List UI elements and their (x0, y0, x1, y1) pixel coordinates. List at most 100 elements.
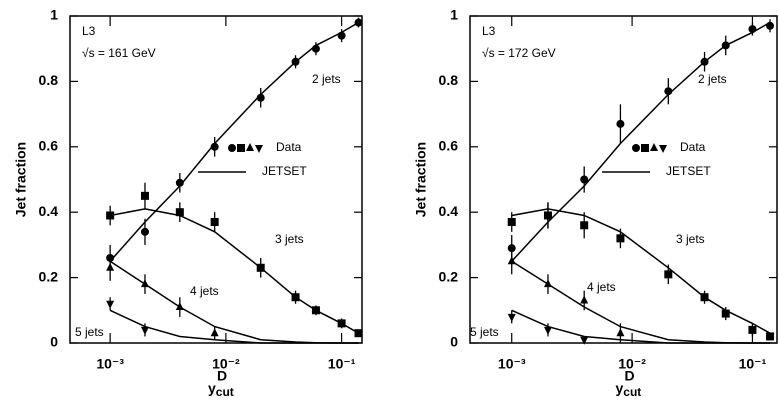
data-point (210, 328, 219, 337)
data-point (106, 211, 115, 220)
y-axis-label: Jet fraction (13, 142, 29, 217)
model-curve (109, 260, 359, 344)
series-label: 5 jets (470, 325, 499, 339)
legend-label: JETSET (666, 164, 711, 178)
annotation: L3 (482, 24, 496, 38)
data-point (543, 211, 552, 220)
data-point (700, 293, 709, 302)
data-point (543, 279, 552, 288)
y-tick-label: 0.2 (39, 268, 59, 284)
data-point (106, 300, 115, 309)
y-tick-label: 0.8 (39, 72, 59, 88)
annotation: √s = 172 GeV (482, 46, 556, 60)
data-point (580, 295, 589, 304)
annotation: L3 (82, 24, 96, 38)
x-tick-label: 10⁻¹ (739, 356, 767, 372)
data-point (140, 326, 149, 335)
data-point (311, 44, 320, 53)
plot-frame (469, 15, 778, 344)
x-tick-label: 10⁻² (618, 356, 646, 372)
y-tick-label: 0.8 (439, 72, 459, 88)
data-point (580, 221, 589, 230)
data-point (106, 262, 115, 271)
y-tick-label: 0 (50, 334, 58, 350)
model-curve (109, 208, 359, 334)
model-curve (511, 309, 770, 344)
data-point (354, 329, 363, 338)
data-point (291, 293, 300, 302)
legend-symbol (650, 143, 658, 151)
data-point (256, 93, 265, 102)
data-point (616, 234, 625, 243)
data-point (580, 336, 589, 345)
x-axis-label-sup: D (217, 368, 227, 384)
x-axis-label: ycut (616, 380, 642, 399)
legend-label: Data (680, 140, 706, 154)
y-tick-label: 0.2 (439, 268, 459, 284)
x-axis-label-sup: D (625, 368, 635, 384)
data-point (175, 302, 184, 311)
legend-symbol (237, 144, 245, 152)
series-label: 3 jets (275, 232, 304, 246)
x-axis-label: ycut (208, 380, 234, 399)
x-tick-label: 10⁻¹ (328, 356, 356, 372)
data-point (210, 218, 219, 227)
data-point (210, 142, 219, 151)
y-tick-label: 1 (450, 7, 458, 23)
model-curve (511, 208, 771, 334)
data-point (664, 87, 673, 96)
data-point (140, 227, 149, 236)
series-label: 2 jets (312, 72, 341, 86)
x-axis-label-sub: cut (216, 385, 234, 399)
data-point (507, 218, 516, 227)
data-point (507, 313, 516, 322)
y-axis-label: Jet fraction (413, 142, 429, 217)
legend-label: Data (276, 140, 302, 154)
data-point (664, 270, 673, 279)
data-point (337, 31, 346, 40)
data-point (140, 191, 149, 200)
x-axis-label-base: y (616, 380, 624, 396)
legend-symbol (255, 145, 263, 153)
x-tick-label: 10⁻³ (498, 356, 526, 372)
data-point (580, 175, 589, 184)
data-point (507, 256, 516, 265)
annotation: √s = 161 GeV (82, 46, 156, 60)
x-axis-label-sub: cut (623, 385, 641, 399)
data-point (354, 18, 363, 27)
data-point (721, 309, 730, 318)
series-label: 4 jets (587, 280, 616, 294)
x-tick-label: 10⁻² (212, 356, 240, 372)
data-point (700, 57, 709, 66)
y-tick-label: 0.4 (439, 203, 459, 219)
legend-symbol (228, 144, 236, 152)
legend-label: JETSET (262, 164, 307, 178)
data-point (616, 119, 625, 128)
y-tick-label: 1 (50, 7, 58, 23)
legend-symbol (659, 145, 667, 153)
data-point (175, 208, 184, 217)
data-point (766, 21, 775, 30)
legend-symbol (641, 144, 649, 152)
data-point (337, 319, 346, 328)
data-point (140, 279, 149, 288)
y-tick-label: 0.6 (39, 138, 59, 154)
plot-frame (69, 15, 363, 344)
model-curve (511, 260, 770, 344)
data-point (311, 306, 320, 315)
data-point (616, 328, 625, 337)
model-curve (109, 309, 359, 344)
data-point (175, 178, 184, 187)
x-axis-label-base: y (208, 380, 216, 396)
data-point (291, 57, 300, 66)
y-tick-label: 0.6 (439, 138, 459, 154)
data-point (256, 263, 265, 272)
series-label: 2 jets (698, 72, 727, 86)
series-label: 3 jets (676, 232, 705, 246)
data-point (766, 332, 775, 341)
series-label: 4 jets (190, 284, 219, 298)
y-tick-label: 0.4 (39, 203, 59, 219)
